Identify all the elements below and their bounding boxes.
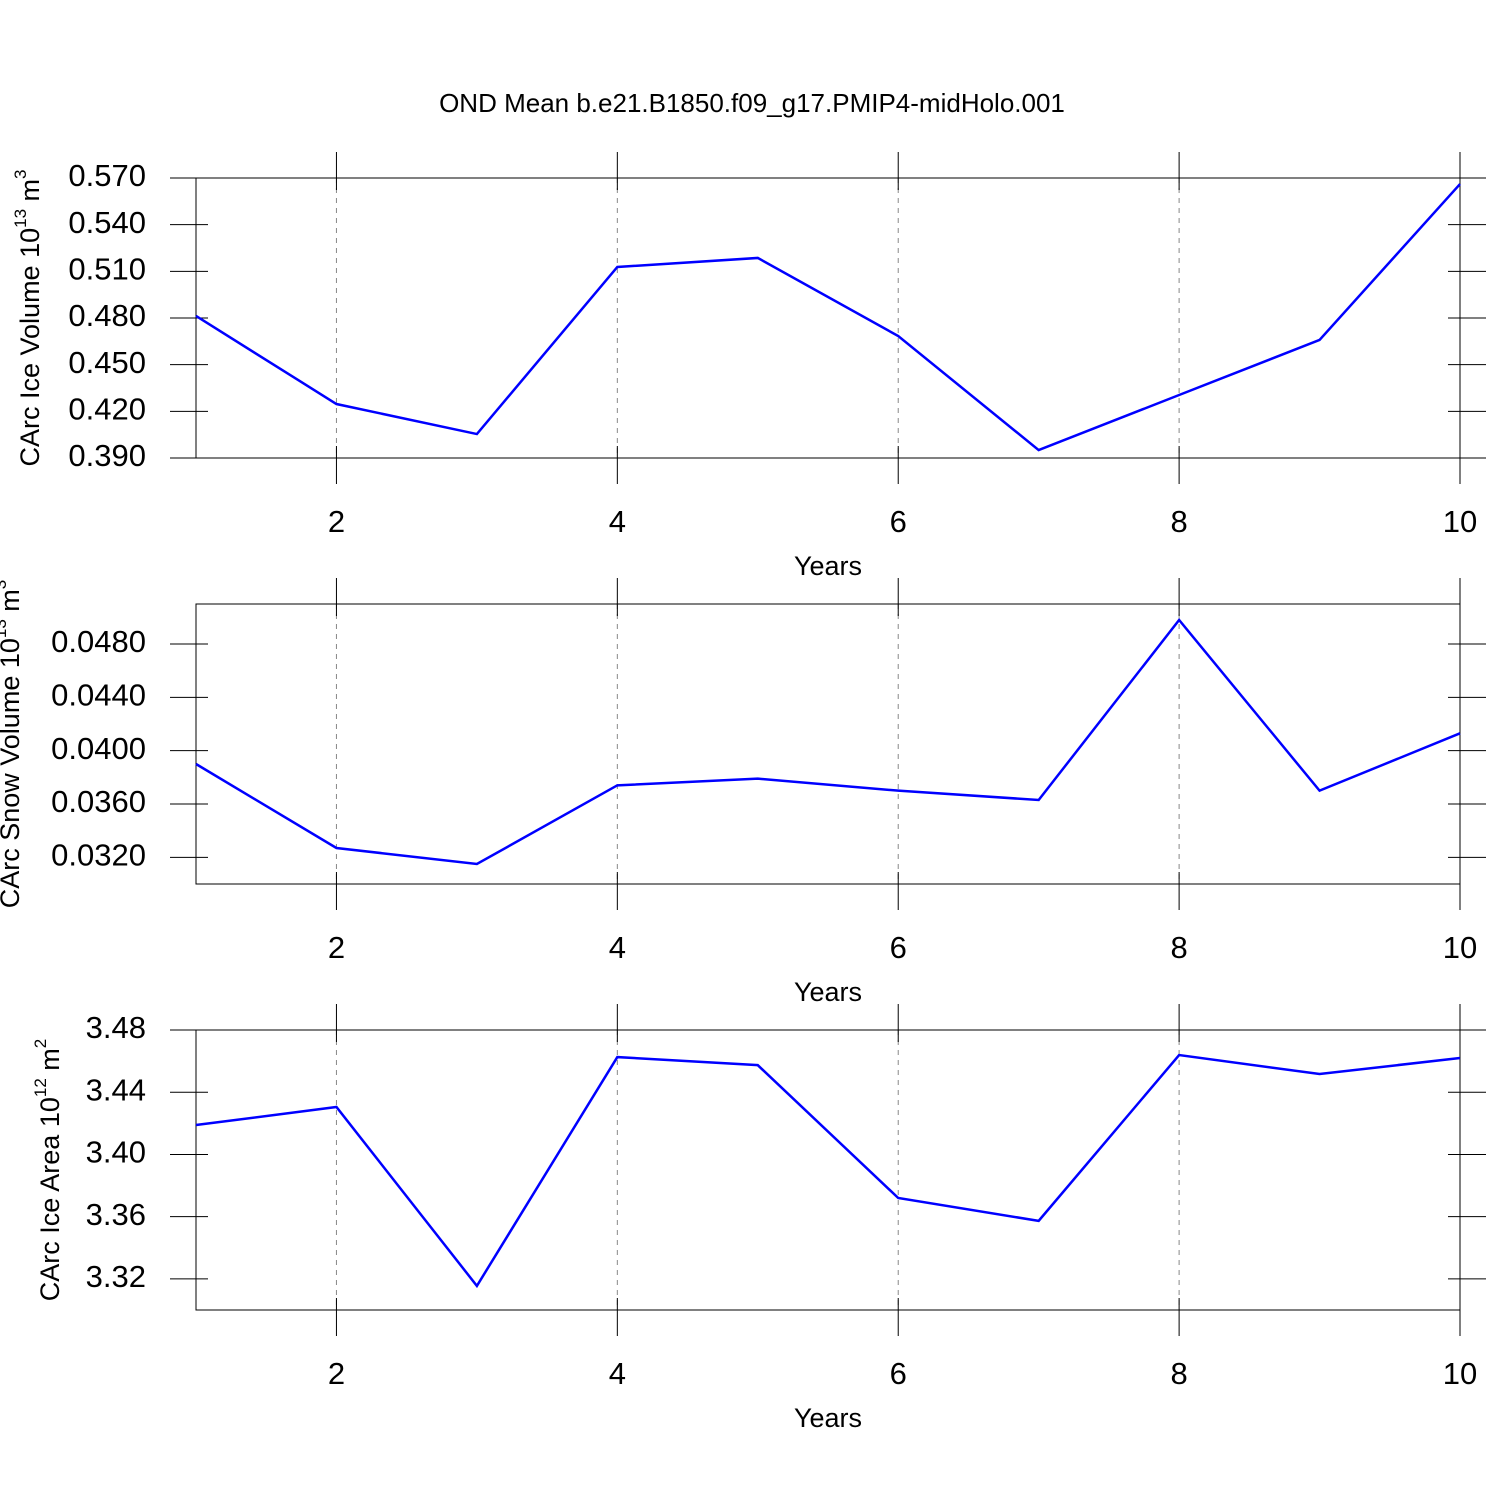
figure-title: OND Mean b.e21.B1850.f09_g17.PMIP4-midHo… xyxy=(439,88,1065,118)
x-tick-label: 10 xyxy=(1443,1356,1477,1391)
x-tick-label: 4 xyxy=(609,1356,626,1391)
plot-frame xyxy=(195,177,1461,459)
x-tick-label: 8 xyxy=(1170,504,1187,539)
y-label-exponent: 2 xyxy=(31,1039,50,1048)
y-tick-label: 0.0360 xyxy=(51,784,146,819)
y-tick-label: 3.32 xyxy=(86,1259,146,1294)
x-tick-label: 6 xyxy=(890,504,907,539)
y-tick-label: 0.420 xyxy=(68,392,146,427)
y-tick-label: 3.36 xyxy=(86,1197,146,1232)
x-tick-label: 4 xyxy=(609,930,626,965)
data-line xyxy=(195,1053,1461,1289)
y-label-text: CArc Ice Area 10 xyxy=(35,1097,65,1301)
y-label-exponent: 12 xyxy=(31,1078,50,1097)
y-label-exponent: 13 xyxy=(0,619,10,638)
y-tick-label: 0.0400 xyxy=(51,731,146,766)
x-axis-label: Years xyxy=(794,551,862,581)
data-line xyxy=(195,183,1461,452)
y-label-text: m xyxy=(35,1048,65,1078)
y-label-text: m xyxy=(0,589,25,619)
y-label-exponent: 3 xyxy=(11,169,30,178)
y-label-text: CArc Ice Volume 10 xyxy=(15,228,45,467)
x-tick-label: 4 xyxy=(609,504,626,539)
x-axis-label: Years xyxy=(794,1403,862,1433)
x-tick-label: 6 xyxy=(890,930,907,965)
x-tick-label: 6 xyxy=(890,1356,907,1391)
x-tick-label: 10 xyxy=(1443,930,1477,965)
y-tick-label: 0.0320 xyxy=(51,838,146,873)
y-tick-label: 0.510 xyxy=(68,252,146,287)
y-axis-label: CArc Snow Volume 1013 m3 xyxy=(0,580,25,909)
y-tick-label: 3.48 xyxy=(86,1010,146,1045)
plot-frame xyxy=(195,1029,1461,1311)
plot-frame xyxy=(195,603,1461,885)
y-axis-label: CArc Ice Volume 1013 m3 xyxy=(11,169,45,466)
y-label-exponent: 3 xyxy=(0,580,10,589)
y-tick-label: 0.570 xyxy=(68,158,146,193)
x-tick-label: 8 xyxy=(1170,1356,1187,1391)
y-tick-label: 3.40 xyxy=(86,1135,146,1170)
y-label-text: CArc Snow Volume 10 xyxy=(0,638,25,908)
x-tick-label: 2 xyxy=(328,504,345,539)
data-line xyxy=(195,618,1461,866)
x-axis-label: Years xyxy=(794,977,862,1007)
y-tick-label: 3.44 xyxy=(86,1072,146,1107)
x-tick-label: 8 xyxy=(1170,930,1187,965)
x-tick-label: 2 xyxy=(328,930,345,965)
y-label-text: m xyxy=(15,179,45,209)
x-tick-label: 2 xyxy=(328,1356,345,1391)
y-axis-label: CArc Ice Area 1012 m2 xyxy=(31,1039,65,1302)
y-tick-label: 0.540 xyxy=(68,205,146,240)
y-label-exponent: 13 xyxy=(11,209,30,228)
y-tick-label: 0.0480 xyxy=(51,624,146,659)
y-tick-label: 0.480 xyxy=(68,298,146,333)
y-tick-label: 0.450 xyxy=(68,345,146,380)
y-tick-label: 0.0440 xyxy=(51,678,146,713)
y-tick-label: 0.390 xyxy=(68,438,146,473)
x-tick-label: 10 xyxy=(1443,504,1477,539)
